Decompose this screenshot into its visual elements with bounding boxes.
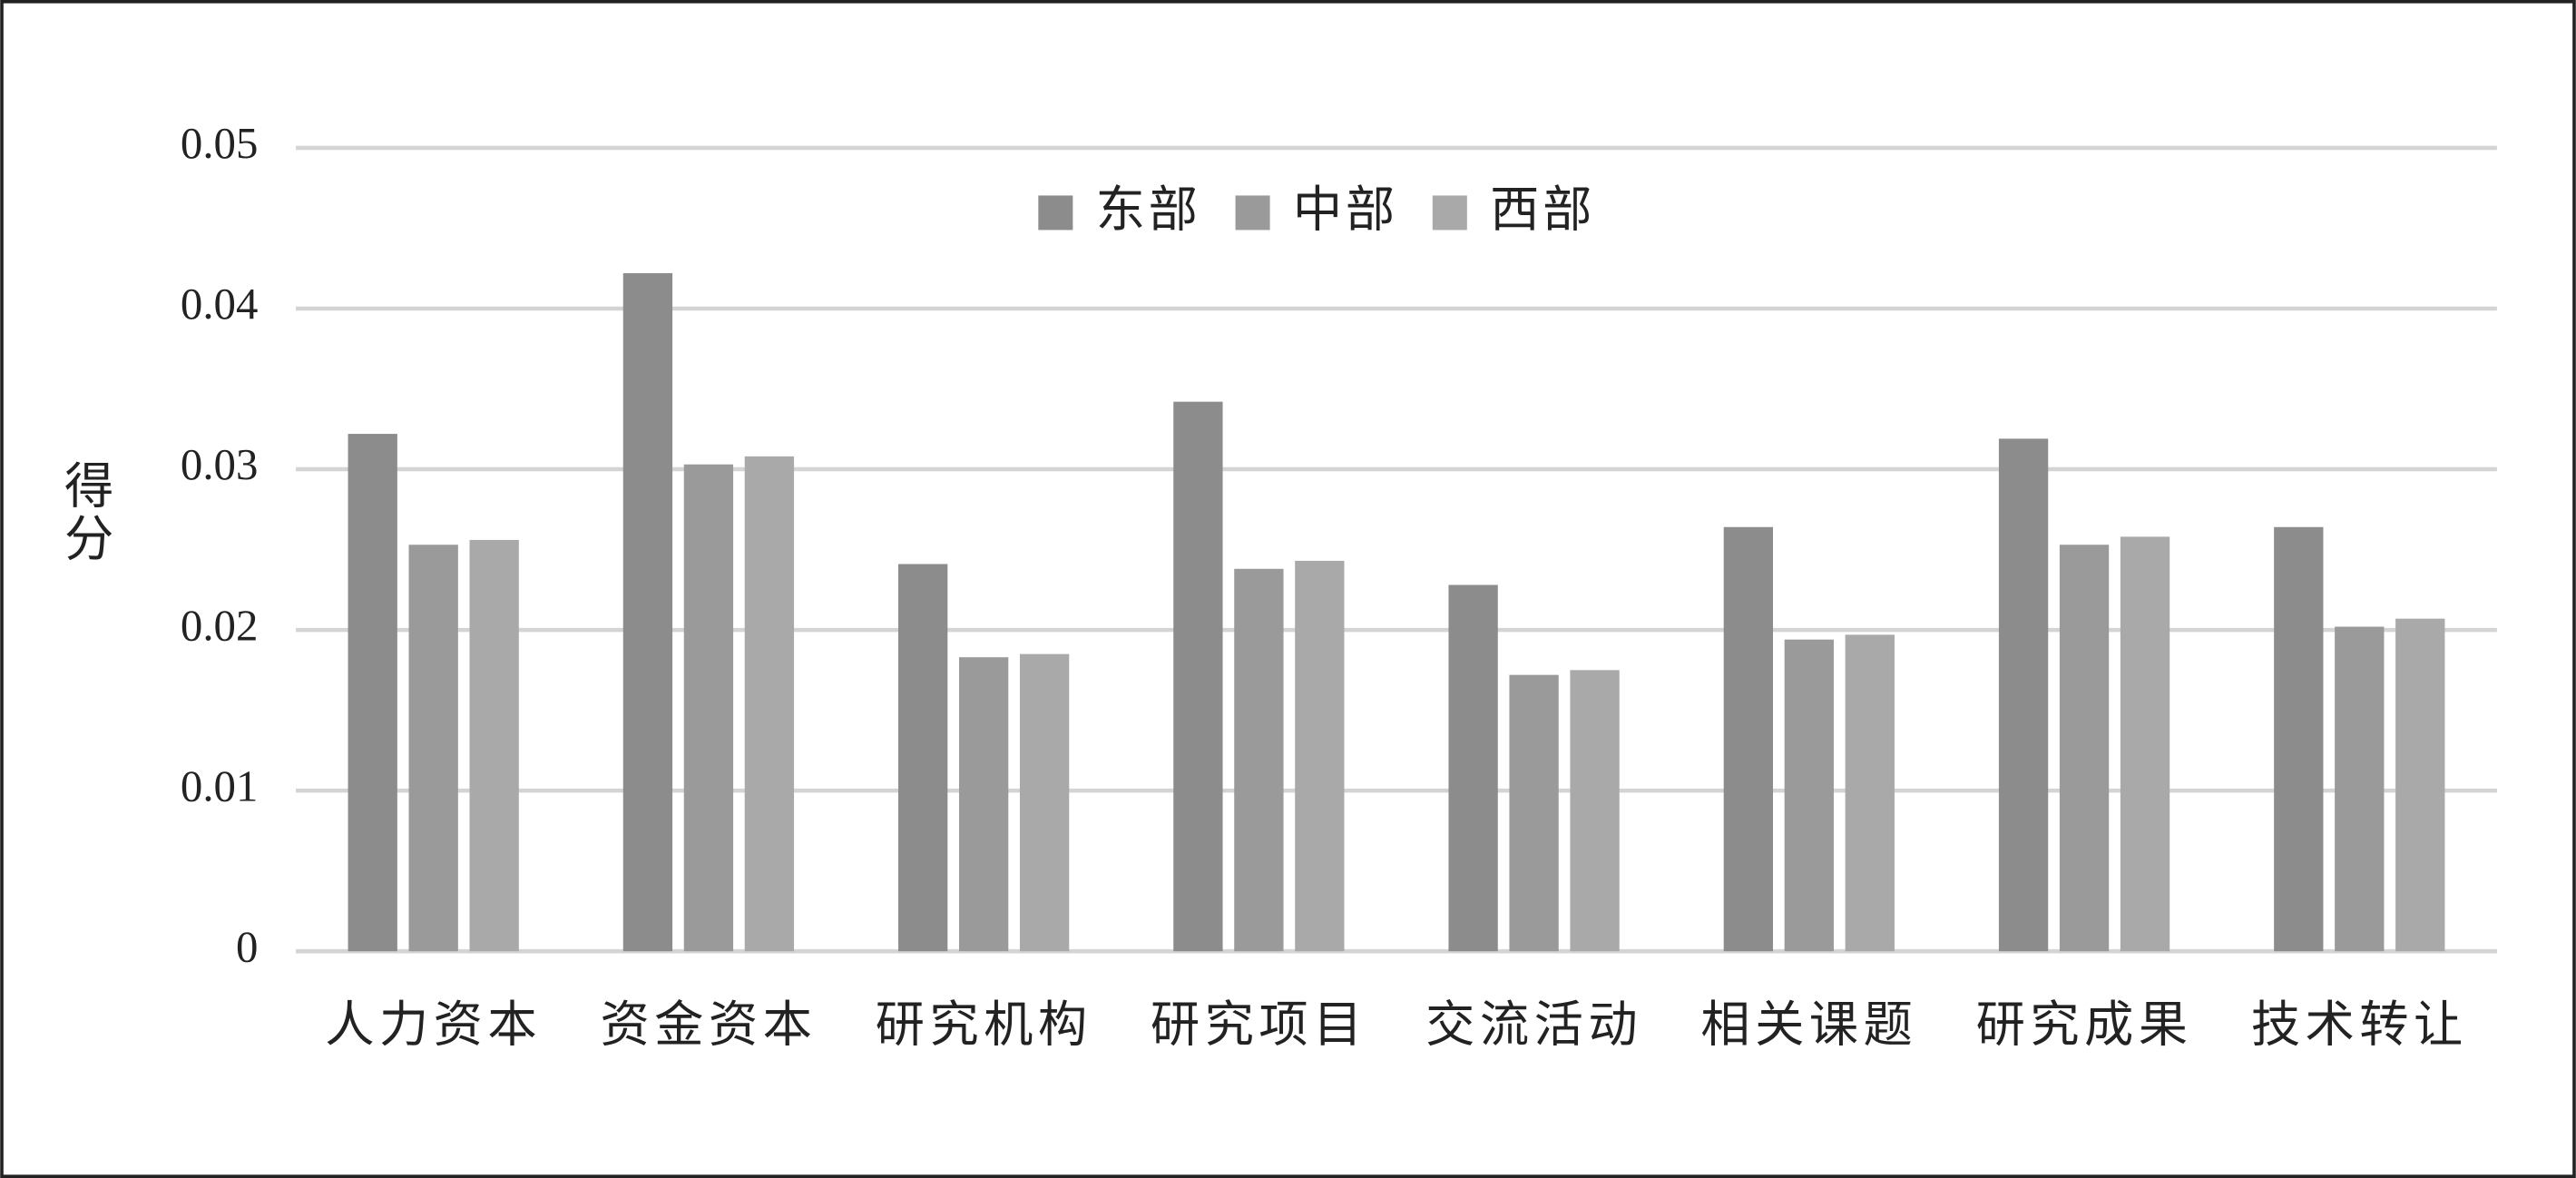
- legend-swatch: [1432, 195, 1467, 231]
- bar: [958, 657, 1009, 952]
- x-tick-label: 研究成果: [1976, 998, 2193, 1053]
- bar: [1509, 674, 1559, 952]
- bar: [469, 539, 519, 952]
- legend-swatch: [1038, 195, 1073, 231]
- bar: [1784, 639, 1834, 952]
- bar: [1998, 438, 2049, 952]
- bar: [622, 273, 673, 952]
- bar: [1448, 584, 1498, 952]
- bar: [1570, 670, 1620, 952]
- y-axis-label: 得分: [57, 460, 113, 565]
- bar: [2059, 545, 2110, 952]
- bar: [683, 464, 734, 952]
- bar: [2274, 526, 2324, 952]
- x-tick-label: 研究机构: [876, 998, 1092, 1053]
- bar: [348, 434, 397, 952]
- x-tick-label: 交流活动: [1425, 998, 1642, 1053]
- bar: [2335, 626, 2385, 952]
- bar: [1723, 526, 1773, 952]
- y-tick-label: 0.01: [181, 761, 259, 810]
- bar: [744, 456, 795, 952]
- bar: [898, 564, 948, 952]
- y-tick-label: 0: [236, 921, 258, 971]
- x-tick-label: 研究项目: [1151, 998, 1367, 1053]
- x-tick-label: 相关课题: [1700, 998, 1917, 1053]
- legend-swatch: [1235, 195, 1270, 231]
- bar: [1234, 568, 1284, 952]
- y-tick-label: 0.04: [181, 279, 259, 329]
- bar: [1019, 653, 1070, 952]
- legend-label: 东部: [1096, 183, 1201, 238]
- x-tick-label: 技术转让: [2251, 998, 2468, 1053]
- bar: [2120, 536, 2170, 952]
- bar: [408, 545, 458, 952]
- bar: [1295, 560, 1345, 952]
- x-tick-label: 人力资本: [325, 998, 542, 1053]
- y-tick-label: 0.03: [181, 439, 259, 489]
- legend-label: 西部: [1490, 183, 1595, 238]
- legend-label: 中部: [1293, 183, 1398, 238]
- y-tick-label: 0.02: [181, 600, 259, 650]
- bar: [1845, 634, 1895, 952]
- bar: [1173, 401, 1223, 952]
- y-tick-label: 0.05: [181, 118, 259, 168]
- bar: [2395, 618, 2445, 952]
- x-tick-label: 资金资本: [600, 998, 817, 1053]
